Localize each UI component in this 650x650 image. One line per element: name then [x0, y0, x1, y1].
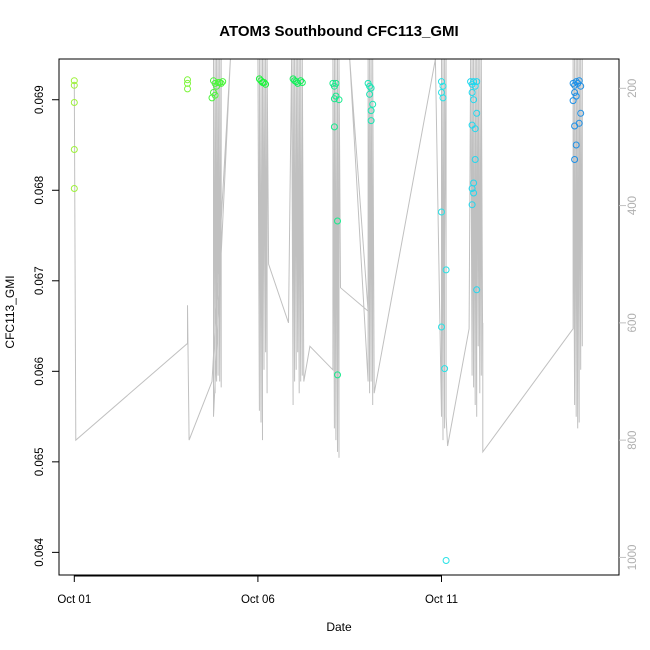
data-point [335, 96, 343, 104]
data-point [442, 266, 450, 274]
data-point [577, 109, 585, 117]
data-point [262, 80, 270, 88]
y-axis: 0.064 0.065 0.066 0.067 0.068 0.069 [34, 85, 60, 567]
data-point [473, 286, 481, 294]
y-tick-label: 0.065 [34, 447, 46, 476]
data-point [208, 94, 216, 102]
data-point [468, 201, 476, 209]
data-point [571, 122, 579, 130]
data-point [366, 82, 374, 90]
data-point [70, 99, 78, 106]
y-tick-label: 0.064 [34, 537, 46, 566]
data-point [442, 557, 450, 564]
y-tick-label: 0.066 [34, 357, 46, 386]
data-point [332, 79, 340, 87]
data-point [441, 365, 449, 373]
y2-tick-label: 800 [627, 431, 639, 450]
data-point [367, 117, 375, 125]
data-point [473, 78, 481, 86]
data-point [217, 79, 225, 87]
data-point [367, 107, 375, 115]
y-tick-label: 0.067 [34, 266, 46, 295]
data-point [569, 97, 577, 105]
x-tick-label: Oct 01 [57, 594, 91, 606]
data-point [334, 217, 341, 225]
x-tick-label: Oct 11 [425, 594, 458, 606]
data-points-layer [70, 75, 585, 564]
data-point [471, 156, 479, 163]
data-point [366, 90, 374, 98]
data-point [438, 78, 445, 86]
y2-tick-label: 600 [627, 313, 639, 332]
y-tick-label: 0.069 [34, 85, 46, 114]
y2-tick-label: 400 [627, 196, 639, 215]
data-point [473, 109, 481, 117]
data-point [572, 141, 580, 149]
y-tick-label: 0.068 [34, 176, 46, 205]
data-point [572, 78, 580, 86]
data-point [468, 89, 476, 96]
data-point [468, 185, 476, 192]
y2-axis-pressure: 200 400 600 800 1000 [619, 79, 639, 570]
data-point [70, 146, 78, 153]
data-point [470, 189, 478, 197]
data-point [470, 78, 478, 86]
data-point [571, 89, 579, 96]
data-point [184, 85, 191, 93]
x-axis: Oct 01 Oct 06 Oct 11 [57, 575, 458, 606]
data-point [369, 100, 377, 108]
data-point [471, 125, 479, 133]
data-point [438, 208, 445, 216]
x-axis-label: Date [326, 620, 352, 634]
data-point [70, 77, 78, 85]
data-point [439, 94, 447, 102]
data-point [330, 123, 338, 131]
data-point [471, 82, 479, 90]
data-point [439, 82, 447, 90]
pressure-line [73, 59, 583, 458]
data-point [571, 156, 579, 163]
data-point [298, 79, 306, 86]
data-point [216, 79, 224, 86]
data-point [219, 78, 227, 86]
x-tick-label: Oct 06 [241, 594, 275, 606]
data-point [470, 96, 478, 104]
y-axis-label: CFC113_GMI [3, 275, 17, 348]
y2-tick-label: 200 [627, 79, 639, 98]
pressure-line-layer [73, 59, 583, 458]
data-point [70, 81, 78, 89]
data-point [184, 76, 191, 84]
data-point [297, 77, 305, 85]
chart-title: ATOM3 Southbound CFC113_GMI [219, 23, 458, 40]
data-point [367, 84, 375, 92]
data-point [70, 185, 78, 192]
y2-tick-label: 1000 [627, 545, 639, 571]
data-point [260, 79, 268, 86]
data-point [577, 82, 585, 90]
data-point [334, 371, 341, 379]
data-point [438, 323, 445, 331]
